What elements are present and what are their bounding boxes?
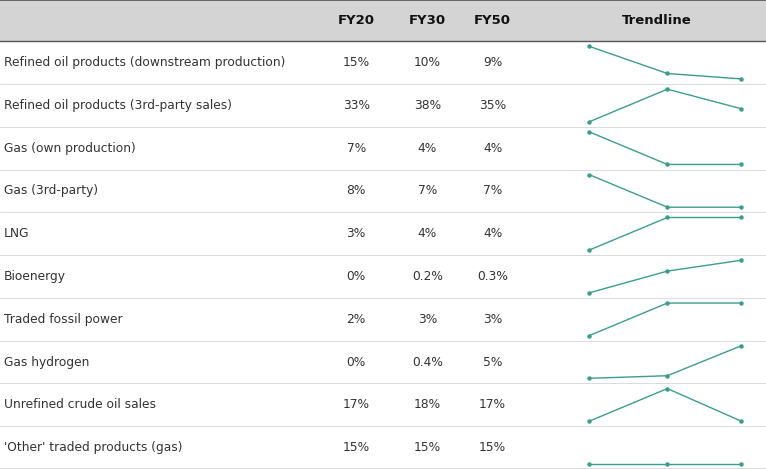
Text: Unrefined crude oil sales: Unrefined crude oil sales bbox=[4, 398, 155, 411]
Text: 7%: 7% bbox=[346, 142, 366, 155]
Text: 15%: 15% bbox=[342, 56, 370, 69]
Text: Gas (own production): Gas (own production) bbox=[4, 142, 136, 155]
Text: 4%: 4% bbox=[417, 142, 437, 155]
Text: 15%: 15% bbox=[479, 441, 506, 454]
Text: FY50: FY50 bbox=[474, 14, 511, 27]
Text: 18%: 18% bbox=[414, 398, 441, 411]
Text: 3%: 3% bbox=[483, 313, 502, 326]
Text: 0.3%: 0.3% bbox=[477, 270, 508, 283]
Text: 5%: 5% bbox=[483, 356, 502, 369]
Text: Traded fossil power: Traded fossil power bbox=[4, 313, 123, 326]
Text: LNG: LNG bbox=[4, 227, 29, 240]
Bar bbox=[0, 0, 766, 41]
Text: 4%: 4% bbox=[483, 227, 502, 240]
Text: 3%: 3% bbox=[346, 227, 366, 240]
Text: 10%: 10% bbox=[414, 56, 441, 69]
Text: 0.2%: 0.2% bbox=[412, 270, 443, 283]
Text: 2%: 2% bbox=[346, 313, 366, 326]
Text: 17%: 17% bbox=[342, 398, 370, 411]
Text: Bioenergy: Bioenergy bbox=[4, 270, 66, 283]
Text: 0.4%: 0.4% bbox=[412, 356, 443, 369]
Text: 7%: 7% bbox=[417, 184, 437, 197]
Text: 3%: 3% bbox=[417, 313, 437, 326]
Text: 4%: 4% bbox=[483, 142, 502, 155]
Text: 17%: 17% bbox=[479, 398, 506, 411]
Text: 38%: 38% bbox=[414, 99, 441, 112]
Text: 35%: 35% bbox=[479, 99, 506, 112]
Text: 33%: 33% bbox=[342, 99, 370, 112]
Text: 9%: 9% bbox=[483, 56, 502, 69]
Text: 8%: 8% bbox=[346, 184, 366, 197]
Text: 0%: 0% bbox=[346, 356, 366, 369]
Text: FY30: FY30 bbox=[409, 14, 446, 27]
Text: 15%: 15% bbox=[414, 441, 441, 454]
Text: Refined oil products (downstream production): Refined oil products (downstream product… bbox=[4, 56, 285, 69]
Text: 15%: 15% bbox=[342, 441, 370, 454]
Text: Gas (3rd-party): Gas (3rd-party) bbox=[4, 184, 98, 197]
Text: 0%: 0% bbox=[346, 270, 366, 283]
Text: Trendline: Trendline bbox=[622, 14, 692, 27]
Text: 7%: 7% bbox=[483, 184, 502, 197]
Text: 4%: 4% bbox=[417, 227, 437, 240]
Text: Refined oil products (3rd-party sales): Refined oil products (3rd-party sales) bbox=[4, 99, 232, 112]
Text: 'Other' traded products (gas): 'Other' traded products (gas) bbox=[4, 441, 182, 454]
Text: Gas hydrogen: Gas hydrogen bbox=[4, 356, 89, 369]
Text: FY20: FY20 bbox=[338, 14, 375, 27]
